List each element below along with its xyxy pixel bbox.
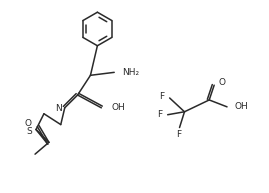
Text: F: F (158, 110, 163, 119)
Text: F: F (160, 92, 165, 102)
Text: NH₂: NH₂ (122, 68, 139, 77)
Text: S: S (26, 127, 32, 136)
Text: O: O (218, 78, 225, 87)
Text: OH: OH (235, 102, 249, 111)
Text: OH: OH (111, 103, 125, 112)
Text: F: F (176, 130, 181, 139)
Text: O: O (24, 119, 31, 128)
Text: N: N (55, 104, 62, 113)
